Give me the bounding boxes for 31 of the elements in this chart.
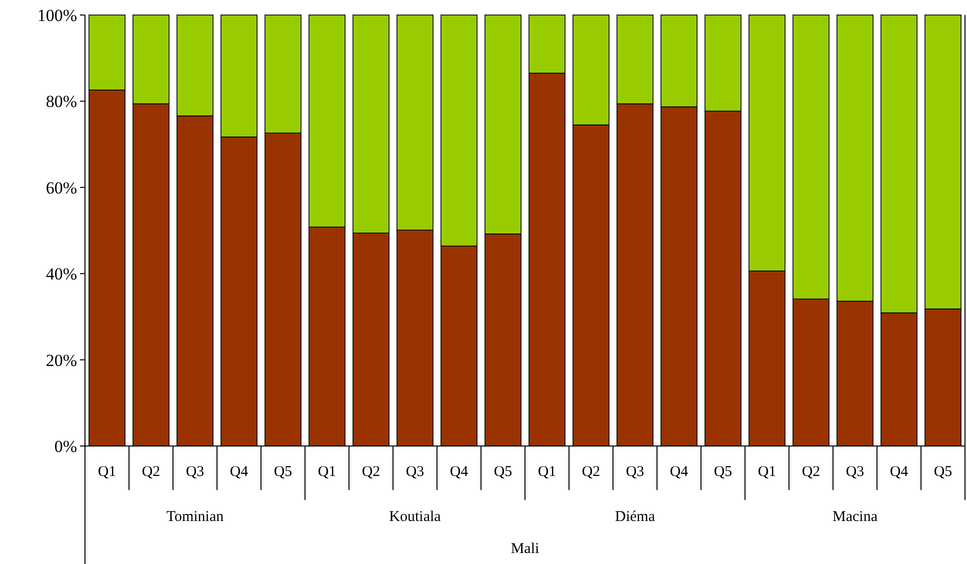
x-tick-label: Q1 [538,464,556,480]
y-tick-label: 60% [46,178,77,198]
x-tick-label: Q5 [714,464,732,480]
text: Koutiala [389,509,442,525]
x-tick-label: Q3 [846,464,864,480]
x-tick-label: Q4 [670,464,689,480]
x-tick-label: Q5 [274,464,292,480]
x-tick-label: Q2 [802,464,820,480]
x-tick-label: Q5 [494,464,512,480]
y-tick-label: 20% [46,350,77,370]
x-tick-label: Q4 [890,464,909,480]
y-tick-label: 100% [37,6,77,25]
x-tick-label: Q1 [758,464,776,480]
x-tick-label: Q1 [98,464,116,480]
x-tick-label: Q3 [406,464,424,480]
text: Mali [510,541,540,557]
x-tick-label: Q3 [626,464,644,480]
text: Diéma [615,509,656,525]
text: Macina [832,509,878,525]
x-tick-label: Q5 [934,464,952,480]
text: Tominian [166,509,224,525]
x-tick-label: Q3 [186,464,204,480]
x-tick-label: Q1 [318,464,336,480]
x-tick-label: Q4 [450,464,469,480]
x-tick-label: Q2 [142,464,160,480]
y-tick-label: 80% [46,92,77,112]
y-tick-label: 40% [46,264,77,284]
y-tick-label: 0% [54,436,77,456]
x-tick-label: Q2 [362,464,380,480]
x-tick-label: Q4 [230,464,249,480]
x-tick-label: Q2 [582,464,600,480]
